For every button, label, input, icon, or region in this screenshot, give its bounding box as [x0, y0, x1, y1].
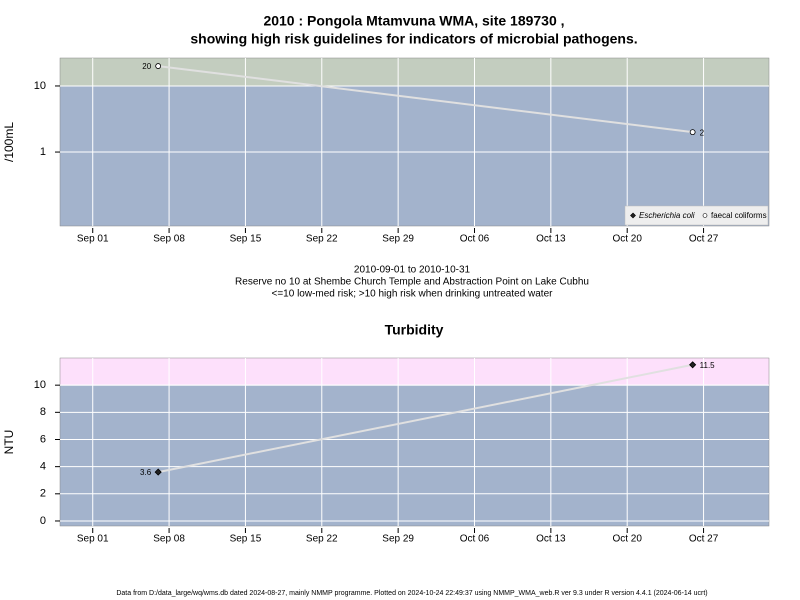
x-tick-label: Sep 01: [77, 234, 109, 245]
legend-label: Escherichia coli: [639, 211, 695, 220]
data-label: 20: [142, 62, 151, 71]
x-tick-label: Oct 27: [689, 534, 719, 545]
point: [154, 468, 162, 476]
legend-marker: [702, 213, 708, 218]
high-risk-band: [60, 58, 769, 86]
caption: Reserve no 10 at Shembe Church Temple an…: [235, 277, 589, 288]
x-tick-label: Sep 22: [306, 234, 338, 245]
chart-subtitle: showing high risk guidelines for indicat…: [190, 31, 637, 47]
x-tick-label: Oct 06: [460, 534, 490, 545]
data-label: 11.5: [700, 361, 716, 370]
point: [689, 129, 696, 136]
x-tick-label: Oct 27: [689, 234, 719, 245]
caption: <=10 low-med risk; >10 high risk when dr…: [272, 289, 554, 300]
data-label: 2: [700, 128, 705, 137]
y-tick-label: 2: [40, 488, 46, 500]
chart-title: 2010 : Pongola Mtamvuna WMA, site 189730…: [263, 13, 564, 29]
caption: 2010-09-01 to 2010-10-31: [354, 265, 471, 276]
plot-frame: [59, 357, 770, 527]
x-tick-label: Oct 20: [612, 234, 642, 245]
y-tick-label: 0: [40, 515, 46, 527]
x-tick-label: Sep 01: [77, 534, 109, 545]
legend-marker: [630, 212, 636, 219]
chart-title: Turbidity: [385, 322, 444, 338]
x-tick-label: Oct 20: [612, 534, 642, 545]
y-tick-label: 10: [34, 80, 46, 92]
y-axis-label: /100mL: [2, 122, 16, 162]
y-tick-label: 8: [40, 406, 46, 418]
y-tick-label: 1: [40, 146, 46, 158]
data-label: 3.6: [140, 468, 152, 477]
series-line: [157, 363, 693, 474]
y-tick-label: 6: [40, 433, 46, 445]
legend-box: [624, 205, 769, 226]
x-tick-label: Oct 13: [536, 234, 566, 245]
x-tick-label: Sep 08: [153, 234, 185, 245]
x-tick-label: Sep 15: [230, 234, 262, 245]
x-tick-label: Sep 29: [382, 234, 414, 245]
series-line: [158, 65, 693, 134]
point: [155, 63, 162, 69]
y-tick-label: 10: [34, 379, 46, 391]
x-tick-label: Oct 13: [536, 534, 566, 545]
legend-item: Escherichia coli: [630, 211, 695, 220]
x-tick-label: Oct 06: [460, 234, 490, 245]
x-tick-label: Sep 29: [382, 534, 414, 545]
legend-item: faecal coliforms: [702, 211, 767, 220]
y-axis-label: NTU: [2, 430, 16, 455]
footer: Data from D:/data_large/wq/wms.db dated …: [116, 590, 707, 597]
plot-background: [60, 358, 769, 526]
point: [689, 361, 697, 369]
plot-frame: [59, 57, 770, 227]
y-tick-label: 4: [40, 461, 46, 473]
legend-label: faecal coliforms: [711, 211, 767, 220]
x-tick-label: Sep 15: [230, 534, 262, 545]
high-risk-band: [60, 358, 769, 386]
x-tick-label: Sep 08: [153, 534, 185, 545]
x-tick-label: Sep 22: [306, 534, 338, 545]
